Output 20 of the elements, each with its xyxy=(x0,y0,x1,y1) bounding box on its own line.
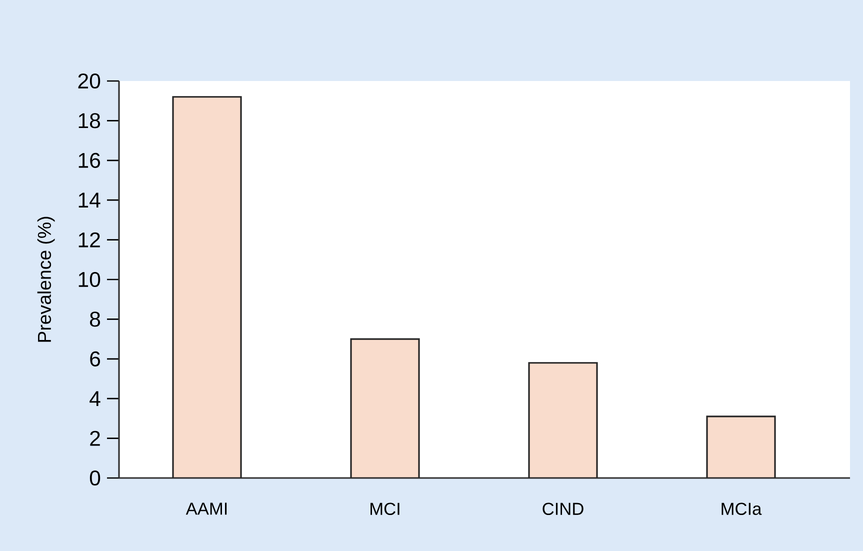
y-tick-label: 10 xyxy=(78,272,100,288)
y-tick-label: 0 xyxy=(90,470,100,486)
x-tick-label: CIND xyxy=(542,502,584,515)
bar xyxy=(706,416,776,478)
x-tick-label: MCI xyxy=(370,502,400,515)
y-tick-label: 4 xyxy=(90,391,100,406)
y-tick-label: 14 xyxy=(78,192,100,208)
y-tick-label: 8 xyxy=(90,312,100,327)
bar xyxy=(350,338,420,478)
x-tick-label: MCIa xyxy=(722,502,762,515)
bar xyxy=(528,362,598,478)
y-tick-label: 6 xyxy=(90,351,100,366)
y-tick-label: 20 xyxy=(78,73,100,89)
y-tick-label: 18 xyxy=(78,113,100,128)
y-tick-label: 16 xyxy=(78,152,100,168)
y-axis-title: Prevalence (%) xyxy=(37,216,55,342)
y-tick-label: 2 xyxy=(90,430,100,446)
bar xyxy=(172,96,242,478)
x-tick-label: AAMI xyxy=(186,502,227,515)
y-tick-label: 12 xyxy=(78,232,100,248)
